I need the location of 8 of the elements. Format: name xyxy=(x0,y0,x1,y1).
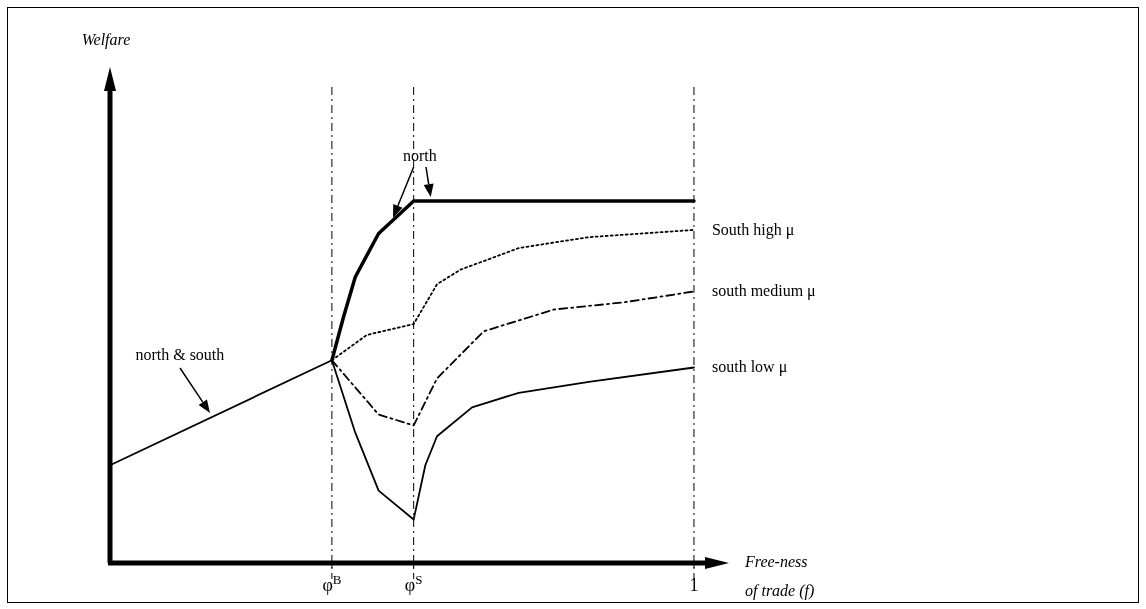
text: north & south xyxy=(135,346,225,363)
text: Welfare xyxy=(81,31,131,49)
series-label: south low μ xyxy=(711,358,788,377)
series-label: South high μ xyxy=(711,220,795,239)
text: north xyxy=(402,146,437,164)
x-axis-title: Free-ness of trade (f) xyxy=(744,553,815,600)
series-label: south medium μ xyxy=(711,282,816,301)
x-tick-label: 1 xyxy=(689,575,699,595)
